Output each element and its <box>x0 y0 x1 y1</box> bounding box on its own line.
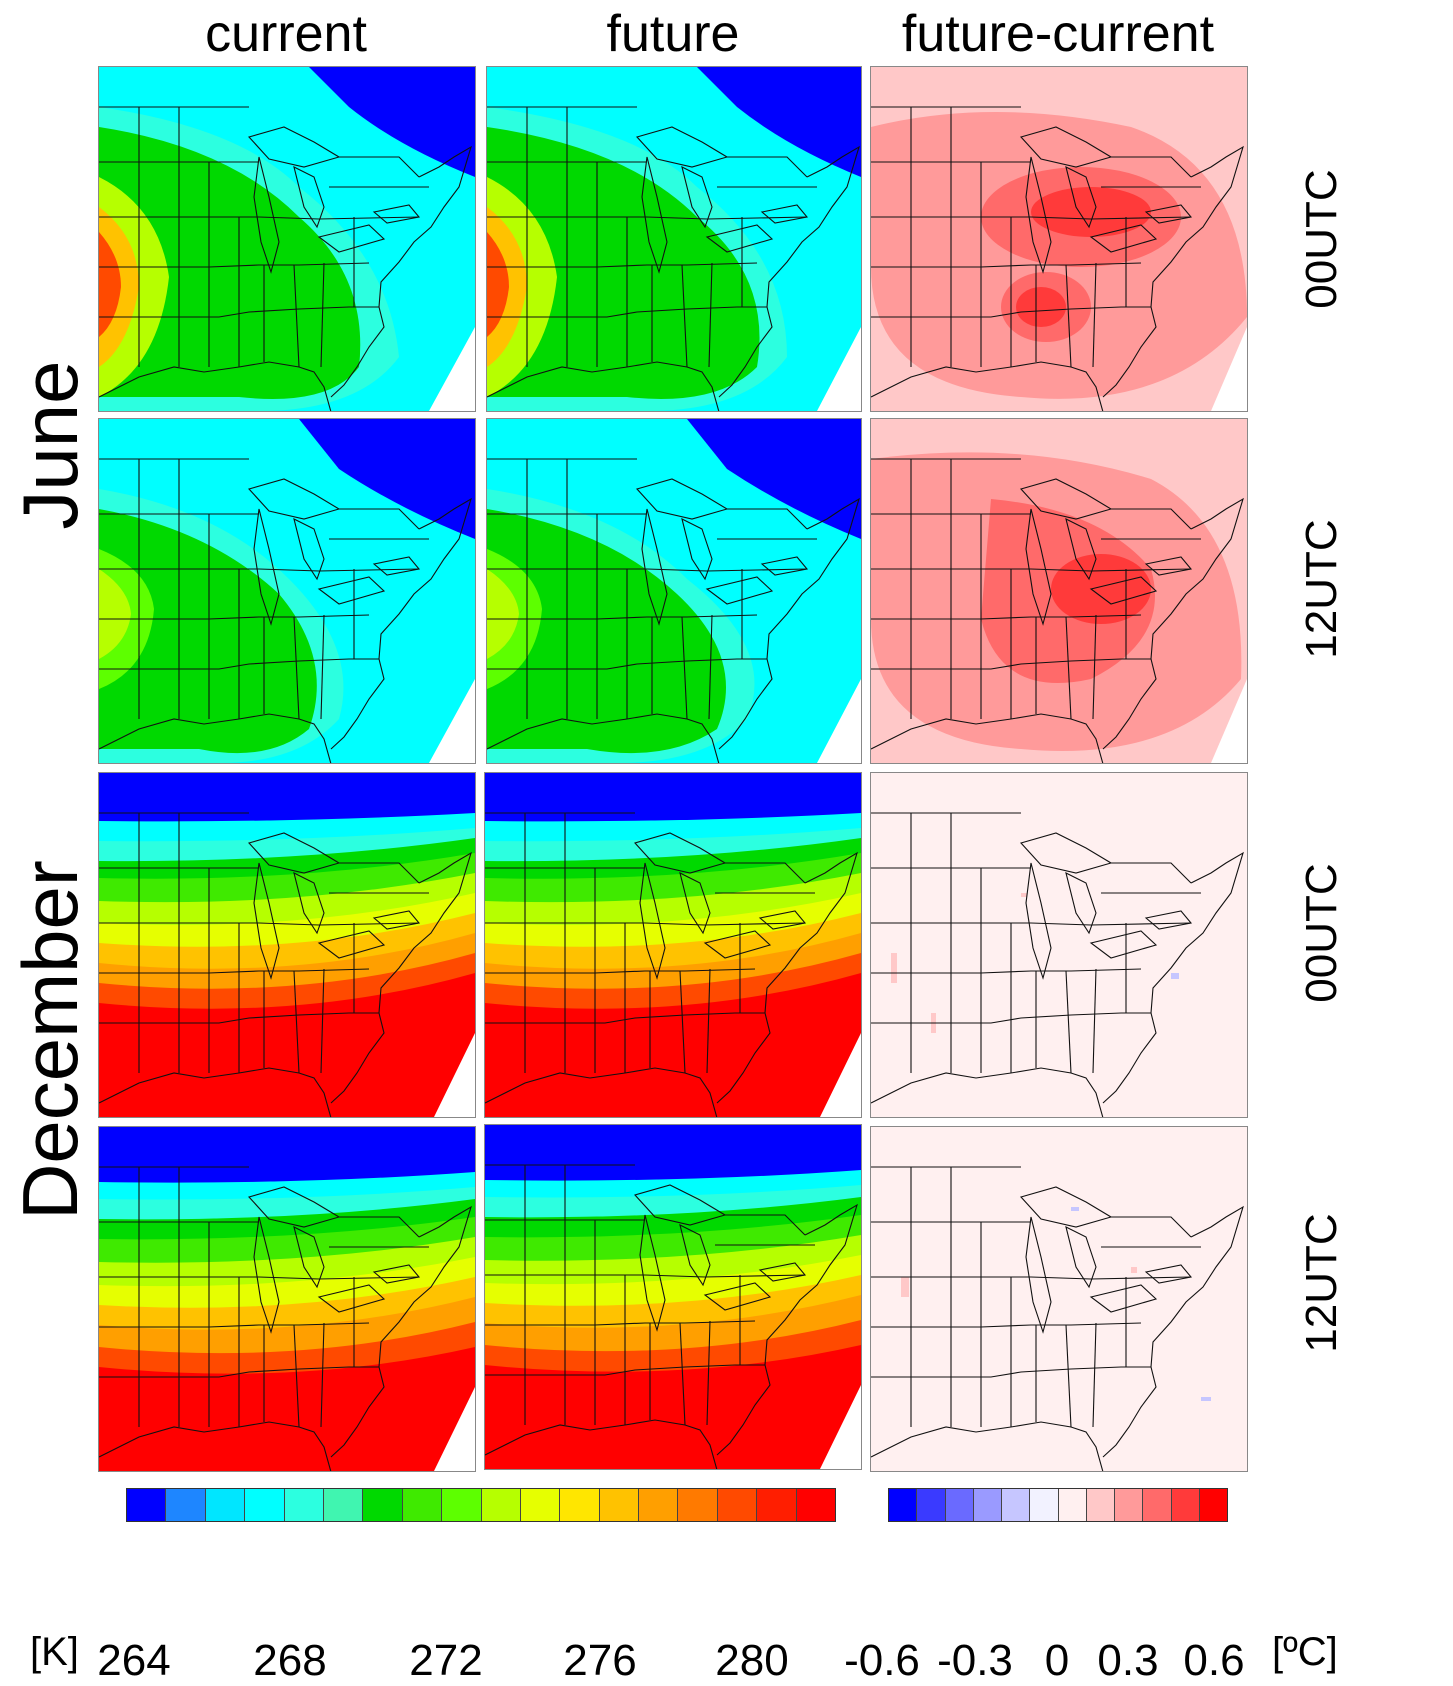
map-panel-december-12utc-future <box>484 1124 862 1470</box>
colorbar-temperature-segment <box>481 1489 521 1521</box>
colorbar-temperature-segment <box>757 1489 797 1521</box>
colorbar-temperature-segment <box>363 1489 403 1521</box>
column-title-current: current <box>205 5 367 63</box>
hour-label-june-12utc: 12UTC <box>1297 519 1346 659</box>
colorbar-temperature-segment <box>323 1489 364 1521</box>
colorbar-temperature-segment <box>442 1489 482 1521</box>
colorbar-left-tick: 264 <box>97 1636 171 1685</box>
colorbar-left-tick: 276 <box>563 1636 637 1685</box>
map-panel-december-00utc-difference <box>870 772 1248 1118</box>
month-label-december: December <box>6 860 94 1220</box>
colorbar-left-unit: [K] <box>30 1630 79 1674</box>
colorbar-right-tick: 0 <box>1044 1636 1070 1685</box>
map-panel-june-12utc-current <box>98 418 476 764</box>
colorbar-temperature-segment <box>678 1489 718 1521</box>
colorbar-temperature-segment <box>639 1489 679 1521</box>
colorbar-temperature-segment <box>245 1489 285 1521</box>
colorbar-difference-segment <box>1171 1489 1200 1521</box>
colorbar-left-tick: 280 <box>715 1636 789 1685</box>
hour-label-december-12utc: 12UTC <box>1297 1213 1346 1353</box>
colorbar-difference-segment <box>1058 1489 1087 1521</box>
colorbar-right-unit: [ºC] <box>1272 1630 1338 1674</box>
colorbar-difference-segment <box>1199 1489 1227 1521</box>
colorbar-temperature-segment <box>166 1489 206 1521</box>
colorbar-temperature-segment <box>520 1489 561 1521</box>
colorbar-left-tick: 272 <box>409 1636 483 1685</box>
colorbar-left-tick: 268 <box>253 1636 327 1685</box>
map-panel-june-00utc-difference <box>870 66 1248 412</box>
map-panel-december-12utc-difference <box>870 1126 1248 1472</box>
colorbar-temperature <box>126 1488 836 1522</box>
map-panel-december-12utc-current <box>98 1126 476 1472</box>
colorbar-difference-segment <box>889 1489 918 1521</box>
column-title-future: future <box>606 5 740 63</box>
map-panel-december-00utc-future <box>484 772 862 1118</box>
map-panel-june-12utc-future <box>486 418 862 764</box>
colorbar-temperature-segment <box>796 1489 836 1521</box>
colorbar-difference-segment <box>1030 1489 1059 1521</box>
colorbar-temperature-segment <box>717 1489 758 1521</box>
month-label-june: June <box>6 360 94 530</box>
colorbar-temperature-segment <box>402 1489 443 1521</box>
colorbar-difference-segment <box>917 1489 946 1521</box>
colorbar-temperature-segment <box>205 1489 246 1521</box>
map-panel-june-12utc-difference <box>870 418 1248 764</box>
map-panel-december-00utc-current <box>98 772 476 1118</box>
colorbar-temperature-segment <box>284 1489 324 1521</box>
colorbar-difference-segment <box>1143 1489 1172 1521</box>
colorbar-temperature-segment <box>599 1489 640 1521</box>
colorbar-difference-segment <box>1086 1489 1115 1521</box>
colorbar-difference-segment <box>1115 1489 1144 1521</box>
colorbar-temperature-segment <box>560 1489 600 1521</box>
map-panel-june-00utc-current <box>98 66 476 412</box>
colorbar-difference-segment <box>1002 1489 1031 1521</box>
colorbar-temperature-segment <box>127 1489 167 1521</box>
hour-label-june-00utc: 00UTC <box>1297 169 1346 309</box>
colorbar-difference <box>888 1488 1228 1522</box>
colorbar-difference-segment <box>945 1489 974 1521</box>
colorbar-difference-segment <box>973 1489 1002 1521</box>
column-title-future-current: future-current <box>901 5 1215 63</box>
map-panel-june-00utc-future <box>486 66 862 412</box>
colorbar-right-tick: 0.3 <box>1097 1636 1159 1685</box>
colorbar-right-tick: 0.6 <box>1183 1636 1245 1685</box>
colorbar-right-tick: -0.3 <box>937 1636 1013 1685</box>
colorbar-right-tick: -0.6 <box>844 1636 920 1685</box>
hour-label-december-00utc: 00UTC <box>1297 863 1346 1003</box>
